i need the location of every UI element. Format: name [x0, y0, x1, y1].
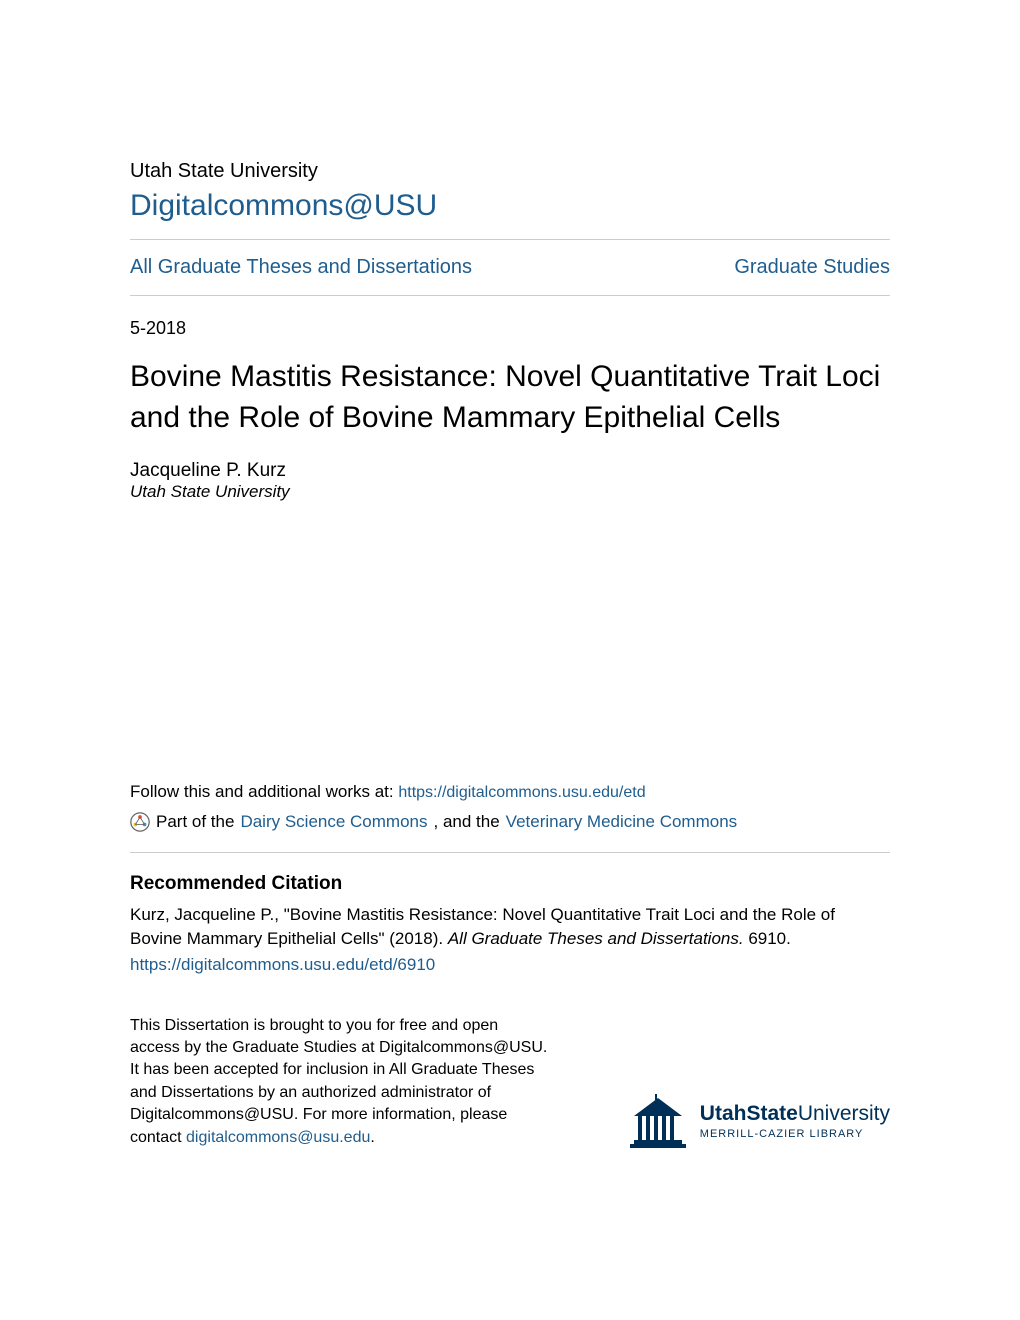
follow-prefix: Follow this and additional works at: [130, 782, 398, 801]
building-icon [628, 1094, 688, 1149]
logo-rest: University [798, 1102, 890, 1125]
collection-link[interactable]: All Graduate Theses and Dissertations [130, 256, 472, 279]
library-logo: UtahStateUniversity MERRILL-CAZIER LIBRA… [628, 1094, 890, 1149]
partof-prefix: Part of the [156, 812, 234, 832]
access-text-before: This Dissertation is brought to you for … [130, 1017, 547, 1146]
logo-sub-text: MERRILL-CAZIER LIBRARY [700, 1128, 890, 1140]
document-title: Bovine Mastitis Resistance: Novel Quanti… [130, 357, 890, 438]
access-statement: This Dissertation is brought to you for … [130, 1015, 550, 1149]
breadcrumb-nav: All Graduate Theses and Dissertations Gr… [130, 240, 890, 295]
spacer [130, 502, 890, 782]
logo-main-text: UtahStateUniversity [700, 1102, 890, 1126]
follow-section: Follow this and additional works at: htt… [130, 782, 890, 802]
footer-row: This Dissertation is brought to you for … [130, 1015, 890, 1149]
parent-link[interactable]: Graduate Studies [734, 256, 890, 279]
citation-after: 6910. [744, 929, 791, 948]
citation-link[interactable]: https://digitalcommons.usu.edu/etd/6910 [130, 955, 890, 975]
follow-link[interactable]: https://digitalcommons.usu.edu/etd [398, 784, 645, 801]
university-name: Utah State University [130, 160, 890, 183]
author-name: Jacqueline P. Kurz [130, 460, 890, 482]
publication-date: 5-2018 [130, 318, 890, 339]
contact-email-link[interactable]: digitalcommons@usu.edu [186, 1129, 370, 1146]
part-of-row: Part of the Dairy Science Commons , and t… [130, 812, 890, 832]
partof-joiner: , and the [434, 812, 500, 832]
citation-series: All Graduate Theses and Dissertations. [448, 929, 744, 948]
commons-link-1[interactable]: Dairy Science Commons [240, 812, 427, 832]
logo-text: UtahStateUniversity MERRILL-CAZIER LIBRA… [700, 1102, 890, 1140]
divider [130, 852, 890, 853]
author-affiliation: Utah State University [130, 482, 890, 502]
repository-link[interactable]: Digitalcommons@USU [130, 189, 890, 223]
logo-bold: UtahState [700, 1102, 798, 1125]
page-content: Utah State University Digitalcommons@USU… [0, 0, 1020, 1209]
recommended-citation-heading: Recommended Citation [130, 873, 890, 895]
divider [130, 295, 890, 296]
commons-link-2[interactable]: Veterinary Medicine Commons [506, 812, 737, 832]
citation-text: Kurz, Jacqueline P., "Bovine Mastitis Re… [130, 903, 890, 951]
network-icon [130, 812, 150, 832]
access-period: . [370, 1129, 374, 1146]
